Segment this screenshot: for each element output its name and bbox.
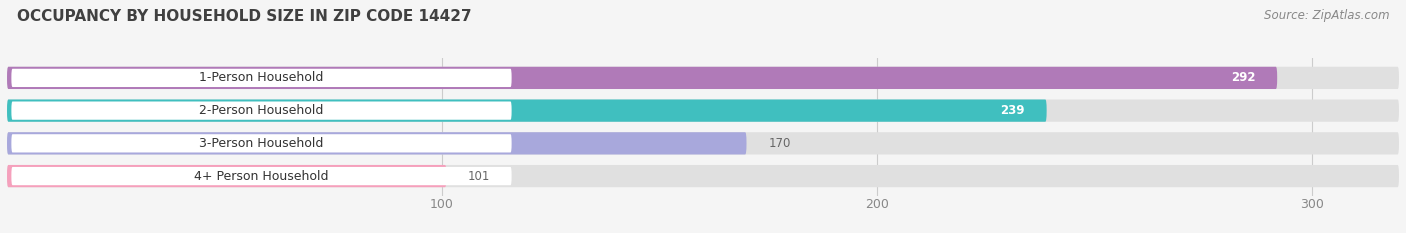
FancyBboxPatch shape bbox=[11, 69, 512, 87]
FancyBboxPatch shape bbox=[7, 67, 1399, 89]
FancyBboxPatch shape bbox=[7, 67, 1277, 89]
FancyBboxPatch shape bbox=[11, 167, 512, 185]
Text: 3-Person Household: 3-Person Household bbox=[200, 137, 323, 150]
Text: 4+ Person Household: 4+ Person Household bbox=[194, 170, 329, 183]
FancyBboxPatch shape bbox=[11, 134, 512, 152]
Text: 1-Person Household: 1-Person Household bbox=[200, 71, 323, 84]
Text: 292: 292 bbox=[1230, 71, 1256, 84]
Text: 2-Person Household: 2-Person Household bbox=[200, 104, 323, 117]
Text: OCCUPANCY BY HOUSEHOLD SIZE IN ZIP CODE 14427: OCCUPANCY BY HOUSEHOLD SIZE IN ZIP CODE … bbox=[17, 9, 471, 24]
FancyBboxPatch shape bbox=[7, 132, 747, 154]
Text: 239: 239 bbox=[1001, 104, 1025, 117]
FancyBboxPatch shape bbox=[7, 132, 1399, 154]
Text: 101: 101 bbox=[468, 170, 491, 183]
FancyBboxPatch shape bbox=[7, 99, 1046, 122]
Text: Source: ZipAtlas.com: Source: ZipAtlas.com bbox=[1264, 9, 1389, 22]
Text: 170: 170 bbox=[768, 137, 790, 150]
FancyBboxPatch shape bbox=[7, 165, 1399, 187]
FancyBboxPatch shape bbox=[7, 165, 446, 187]
FancyBboxPatch shape bbox=[7, 99, 1399, 122]
FancyBboxPatch shape bbox=[11, 102, 512, 120]
